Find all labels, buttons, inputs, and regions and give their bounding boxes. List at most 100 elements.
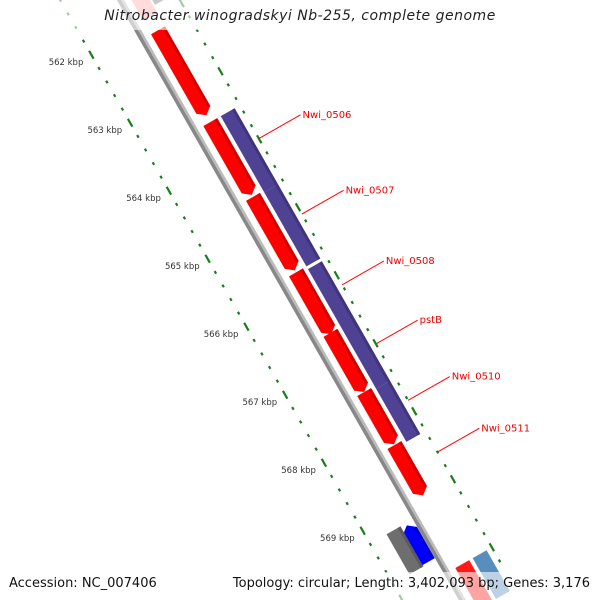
major-tick — [449, 474, 457, 484]
minor-tick — [397, 382, 401, 386]
genome-summary-text: Topology: circular; Length: 3,402,093 bp… — [232, 576, 590, 591]
label-leader-line — [437, 427, 480, 453]
gene-cds — [376, 380, 421, 442]
gene-bevel — [257, 192, 299, 263]
minor-tick — [81, 39, 86, 43]
gene-bevel — [232, 108, 279, 186]
major-tick — [359, 526, 366, 536]
minor-tick — [376, 556, 380, 560]
minor-tick — [273, 164, 277, 169]
minor-tick — [236, 311, 241, 315]
minor-tick — [267, 365, 272, 370]
gene-bevel — [398, 441, 427, 488]
genome-backbone — [116, 0, 463, 600]
minor-tick — [345, 501, 349, 506]
minor-tick — [311, 232, 316, 237]
gene-bevel — [300, 268, 336, 327]
tick-label: 567 kbp — [243, 398, 278, 408]
minor-tick — [242, 110, 246, 114]
minor-tick — [329, 474, 334, 479]
tick-label: 565 kbp — [165, 262, 200, 272]
minor-tick — [120, 107, 125, 111]
minor-tick — [198, 243, 202, 247]
major-tick — [320, 458, 328, 468]
label-leader-line — [407, 376, 451, 401]
tick-label: 569 kbp — [320, 534, 355, 544]
minor-tick — [249, 123, 254, 128]
major-tick — [88, 50, 95, 60]
accession-text: Accession: NC_007406 — [9, 576, 157, 591]
minor-tick — [337, 488, 342, 492]
minor-tick — [252, 338, 256, 343]
minor-tick — [226, 83, 230, 87]
minor-tick — [280, 178, 285, 182]
minor-tick — [314, 447, 318, 451]
minor-tick — [105, 80, 109, 84]
gene-bevel — [162, 26, 211, 108]
minor-tick — [306, 433, 311, 438]
minor-tick — [435, 450, 440, 454]
footer-fade — [0, 572, 600, 600]
gene-forward — [357, 388, 398, 445]
tick-label: 562 kbp — [49, 58, 84, 68]
tick-label: 564 kbp — [126, 194, 161, 204]
minor-tick — [381, 355, 385, 359]
minor-tick — [190, 229, 194, 234]
minor-tick — [229, 297, 233, 302]
tick-marks: 562 kbp 563 kbp 564 kbp 565 kbp 566 kbp 567 k… — [49, 0, 502, 600]
gene-bevel — [387, 380, 421, 436]
minor-tick — [265, 151, 269, 155]
minor-tick — [428, 436, 432, 441]
minor-tick — [350, 300, 354, 305]
minor-tick — [182, 216, 187, 220]
minor-tick — [497, 559, 502, 563]
tick-label: 563 kbp — [87, 126, 122, 136]
gene-forward — [151, 26, 211, 116]
gene-forward — [323, 328, 369, 393]
minor-tick — [112, 93, 117, 98]
minor-tick — [298, 420, 303, 424]
minor-tick — [327, 259, 331, 264]
major-tick — [411, 406, 418, 416]
gene-forward — [387, 441, 427, 496]
major-tick — [488, 542, 495, 552]
gene-reverse_other — [386, 526, 424, 575]
tick-label: 566 kbp — [204, 330, 239, 340]
major-tick — [204, 254, 211, 264]
major-tick — [126, 118, 134, 128]
gene-cds — [220, 108, 279, 193]
minor-tick — [443, 463, 447, 468]
label-leader-line — [341, 260, 385, 286]
minor-tick — [203, 42, 207, 46]
gene-bevel — [214, 118, 256, 187]
gene-forward — [289, 268, 336, 335]
minor-tick — [404, 395, 409, 400]
major-tick — [333, 270, 340, 280]
minor-tick — [213, 270, 218, 275]
gene-label: Nwi_0508 — [386, 256, 435, 267]
gene-bevel — [334, 328, 369, 385]
gene-label: Nwi_0506 — [303, 110, 352, 121]
minor-tick — [174, 202, 179, 207]
gene-label: Nwi_0510 — [452, 372, 501, 383]
minor-tick — [482, 531, 486, 536]
gene-features — [131, 0, 510, 600]
label-leader-line — [375, 319, 418, 345]
title-fade — [0, 0, 600, 30]
label-leader-line — [258, 114, 301, 140]
minor-tick — [221, 284, 225, 288]
minor-tick — [459, 491, 463, 495]
major-tick — [256, 134, 263, 144]
gene-cds — [264, 184, 321, 267]
minor-tick — [304, 219, 308, 223]
gene-bevel — [397, 526, 424, 568]
minor-tick — [234, 96, 238, 101]
minor-tick — [420, 423, 424, 427]
major-tick — [281, 390, 289, 400]
minor-tick — [275, 379, 280, 383]
gene-forward — [203, 118, 256, 195]
map-title: Nitrobacter winogradskyi Nb-255, complet… — [104, 8, 496, 24]
minor-tick — [466, 504, 471, 509]
gene-cds — [307, 261, 391, 389]
